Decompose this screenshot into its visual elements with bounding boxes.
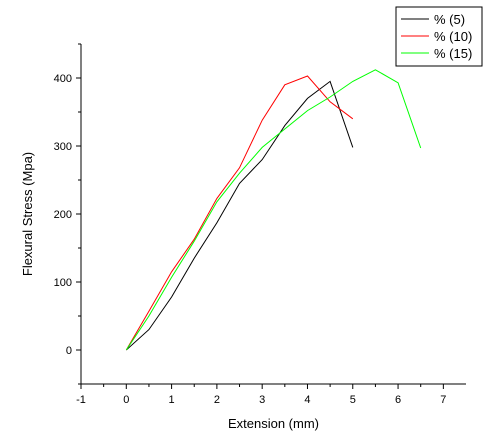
ticks: -1 0 1 2 3 4 5 6 7 0 100 200 300 400: [54, 43, 446, 406]
legend-label-3: % (15): [434, 46, 472, 61]
x-tick-label: 5: [350, 394, 356, 406]
series-line-3: [125, 69, 422, 351]
series-line-2: [125, 75, 354, 351]
axes: [80, 44, 466, 385]
y-tick-label: 200: [54, 209, 72, 221]
y-tick-label: 300: [54, 141, 72, 153]
x-axis-title: Extension (mm): [228, 416, 319, 431]
y-tick-label: 0: [66, 345, 72, 357]
plot-area: [125, 69, 422, 351]
legend-label-2: % (10): [434, 29, 472, 44]
x-tick-label: -1: [76, 394, 86, 406]
x-tick-label: 6: [395, 394, 401, 406]
x-tick-label: 1: [169, 394, 175, 406]
series-line-1: [125, 80, 354, 351]
legend-label-1: % (5): [434, 12, 465, 27]
y-tick-label: 400: [54, 73, 72, 85]
y-axis-title: Flexural Stress (Mpa): [20, 152, 35, 276]
x-tick-label: 4: [304, 394, 310, 406]
legend: % (5) % (10) % (15): [395, 6, 483, 67]
y-tick-label: 100: [54, 277, 72, 289]
x-tick-label: 3: [259, 394, 265, 406]
x-tick-label: 2: [214, 394, 220, 406]
x-tick-label: 7: [440, 394, 446, 406]
x-tick-label: 0: [123, 394, 129, 406]
